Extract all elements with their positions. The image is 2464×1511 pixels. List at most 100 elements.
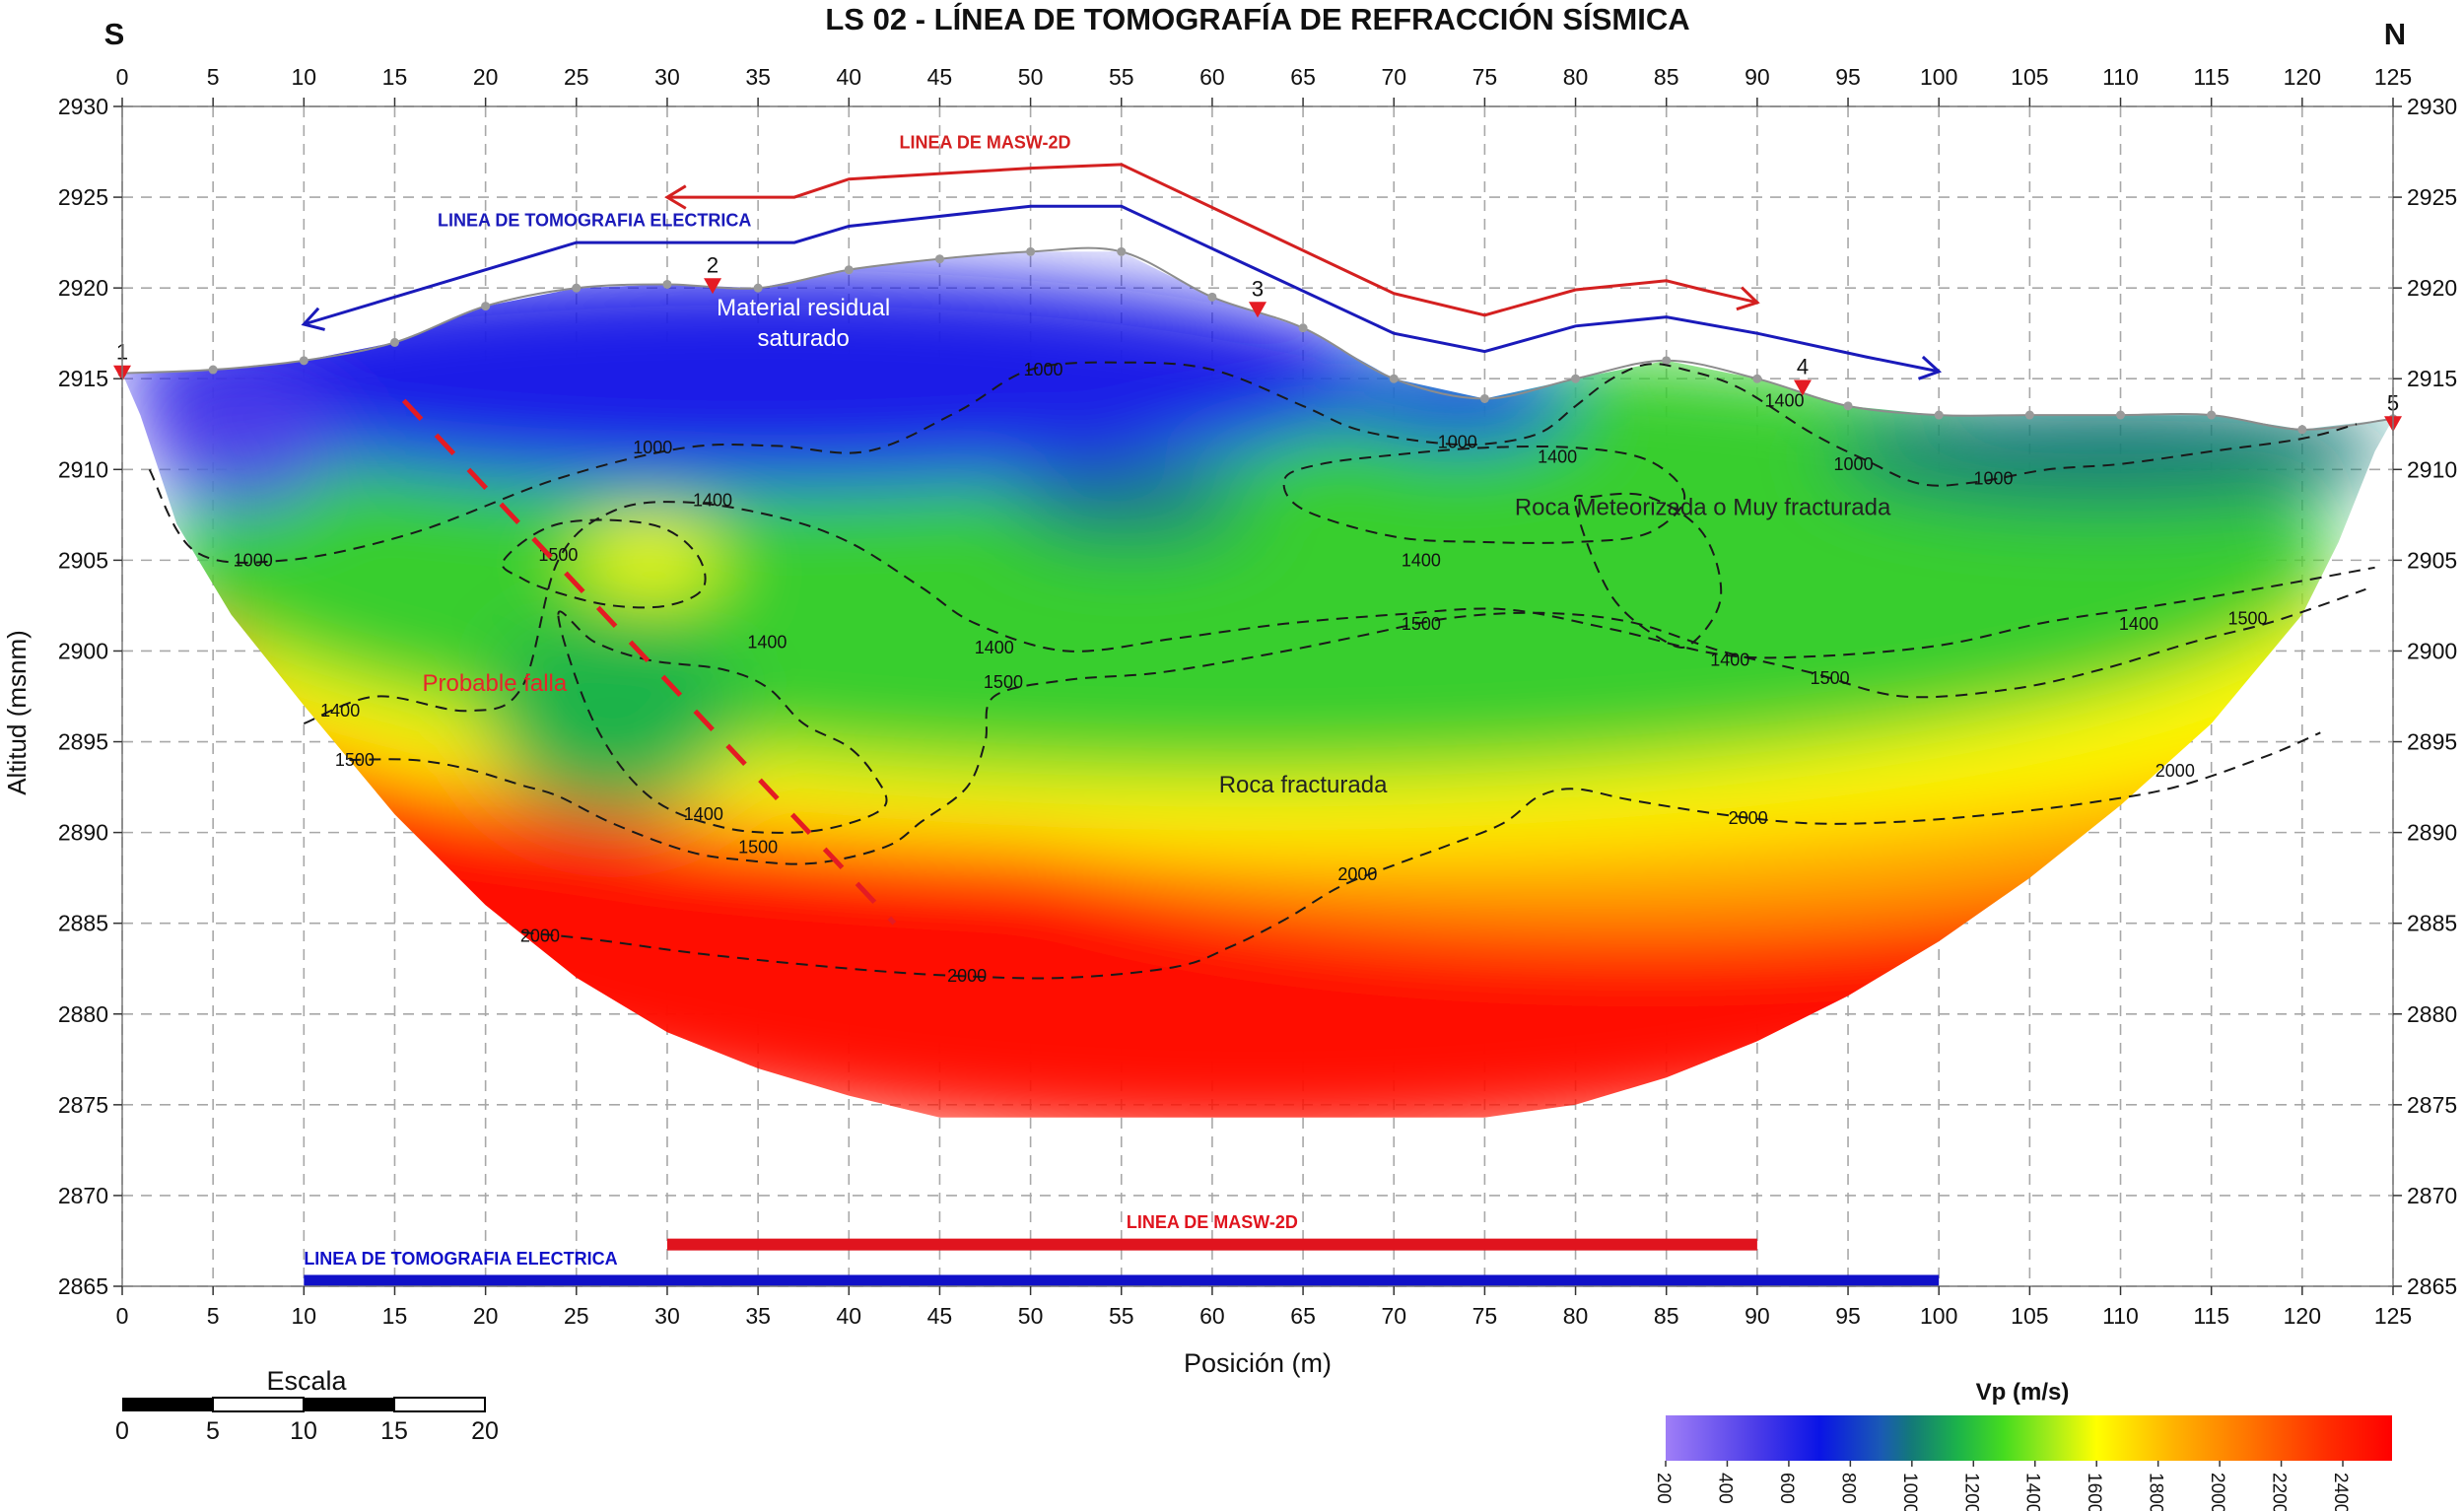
x-tick-label-top: 35 [745,64,771,90]
topography-point [2207,410,2217,420]
x-tick-label-bottom: 60 [1199,1303,1225,1329]
y-axis-title: Altitud (msnm) [2,630,32,795]
orientation-right-label: N [2384,17,2406,51]
contour-label: 1000 [1438,433,1477,452]
contour-2000 [521,731,2321,980]
contour-label-group: 1500 [984,672,1023,692]
survey-line [667,163,1758,317]
velocity-body-dark-green-1 [1012,469,1249,542]
y-tick-label-right: 2865 [2407,1273,2457,1299]
contour-label-group: 1500 [738,837,778,857]
contour-label-group: 1400 [684,804,723,824]
colorbar-tick-label: 200 [1653,1473,1674,1504]
y-tick-label-left: 2865 [58,1273,108,1299]
contour-label: 1400 [1765,390,1805,410]
y-tick-label-right: 2920 [2407,275,2457,301]
colorbar-tick-label: 600 [1776,1473,1797,1504]
scale-bar-segment [212,1397,305,1412]
x-tick-label-top: 50 [1018,64,1044,90]
region-annotation: Probable falla [422,670,567,697]
topography-point [2116,410,2126,420]
y-tick-label-left: 2925 [58,184,108,210]
colorbar-tick-label: 1800 [2146,1473,2166,1511]
fault-line [401,398,897,926]
topography-point [1752,374,1762,383]
contour-1500 [349,587,2366,865]
contour-label-group: 1400 [1538,446,1577,466]
contour-label-group: 1400 [693,491,732,511]
y-tick-label-right: 2890 [2407,820,2457,846]
contour-label-group: 1400 [1710,651,1749,670]
topography-point [389,337,399,347]
topography-point [934,254,944,264]
geophone-marker-label: 3 [1252,276,1264,301]
contour-1400 [1282,445,1686,544]
velocity-body-dark-green-2 [1829,396,2393,507]
scale-bar-tick: 10 [290,1417,317,1445]
x-tick-label-bottom: 5 [207,1303,220,1329]
x-tick-label-top: 0 [116,64,129,90]
x-tick-label-top: 80 [1563,64,1589,90]
colorbar-tick-label: 2400 [2330,1473,2351,1511]
y-tick-label-left: 2905 [58,547,108,573]
scale-bar-segment [304,1398,394,1411]
y-tick-label-right: 2925 [2407,184,2457,210]
contour-label: 2000 [947,966,987,986]
x-tick-label-bottom: 55 [1109,1303,1134,1329]
geophone-marker [1249,302,1266,318]
region-annotation: Roca fracturada [1219,772,1388,798]
scale-bar-title: Escala [266,1366,347,1396]
survey-bar-label: LINEA DE TOMOGRAFIA ELECTRICA [304,1249,617,1269]
contour-label-group: 2000 [1729,808,1768,828]
contour-label-group: 2000 [1337,864,1377,884]
region-annotation: Roca Meteorizada o Muy fracturada [1515,494,1891,520]
contour-1400 [1574,492,1723,649]
x-tick-label-bottom: 75 [1472,1303,1498,1329]
model-clip-group [122,269,2393,1118]
contour-label: 2000 [2156,761,2195,781]
y-tick-label-left: 2920 [58,275,108,301]
y-tick-label-right: 2880 [2407,1001,2457,1027]
plot-frame [121,105,2394,1287]
colorbar-tick-label: 1000 [1899,1473,1920,1511]
x-tick-label-top: 105 [2011,64,2048,90]
topography-point [1479,393,1489,403]
colorbar-tick-label: 1400 [2022,1473,2043,1511]
x-axis-title: Posición (m) [1184,1348,1332,1378]
x-tick-label-top: 100 [1920,64,1957,90]
x-tick-label-bottom: 70 [1381,1303,1406,1329]
survey-line-label: LINEA DE TOMOGRAFIA ELECTRICA [438,211,751,231]
y-tick-label-right: 2910 [2407,456,2457,482]
contour-label-group: 1000 [1023,360,1062,379]
colorbar-tick-label: 2000 [2207,1473,2227,1511]
geophone-marker [704,278,722,295]
x-tick-label-bottom: 45 [927,1303,953,1329]
scale-bar-tick: 15 [380,1417,408,1445]
contour-label: 1400 [1710,651,1749,670]
x-tick-label-bottom: 35 [745,1303,771,1329]
x-tick-label-bottom: 125 [2374,1303,2412,1329]
contour-label: 1500 [2228,608,2268,628]
scale-bar-segment [122,1398,213,1411]
contour-label-group: 1400 [2119,614,2158,634]
contour-label: 1400 [1538,446,1577,466]
survey-line-label: LINEA DE MASW-2D [900,132,1071,152]
contour-label: 2000 [1729,808,1768,828]
contour-label: 2000 [520,927,560,946]
survey-line-arrowhead [1917,355,1943,380]
x-tick-label-top: 90 [1745,64,1770,90]
region-annotation: saturado [757,325,849,352]
x-tick-label-top: 120 [2284,64,2321,90]
chart-title: LS 02 - LÍNEA DE TOMOGRAFÍA DE REFRACCIÓ… [825,1,1689,36]
velocity-body-green-pocket [485,614,740,815]
velocity-contours: 1000 1000 1000 1000 1000 1000 1400 1400 1400 1400… [148,295,2375,986]
x-tick-label-bottom: 85 [1654,1303,1679,1329]
contour-label-group: 1500 [2228,608,2268,628]
model-velocity-field [122,269,2393,1118]
y-tick-label-right: 2875 [2407,1092,2457,1118]
contour-1000 [148,361,2358,564]
x-tick-label-bottom: 40 [836,1303,861,1329]
y-tick-label-left: 2890 [58,820,108,846]
x-tick-label-top: 110 [2102,64,2139,90]
